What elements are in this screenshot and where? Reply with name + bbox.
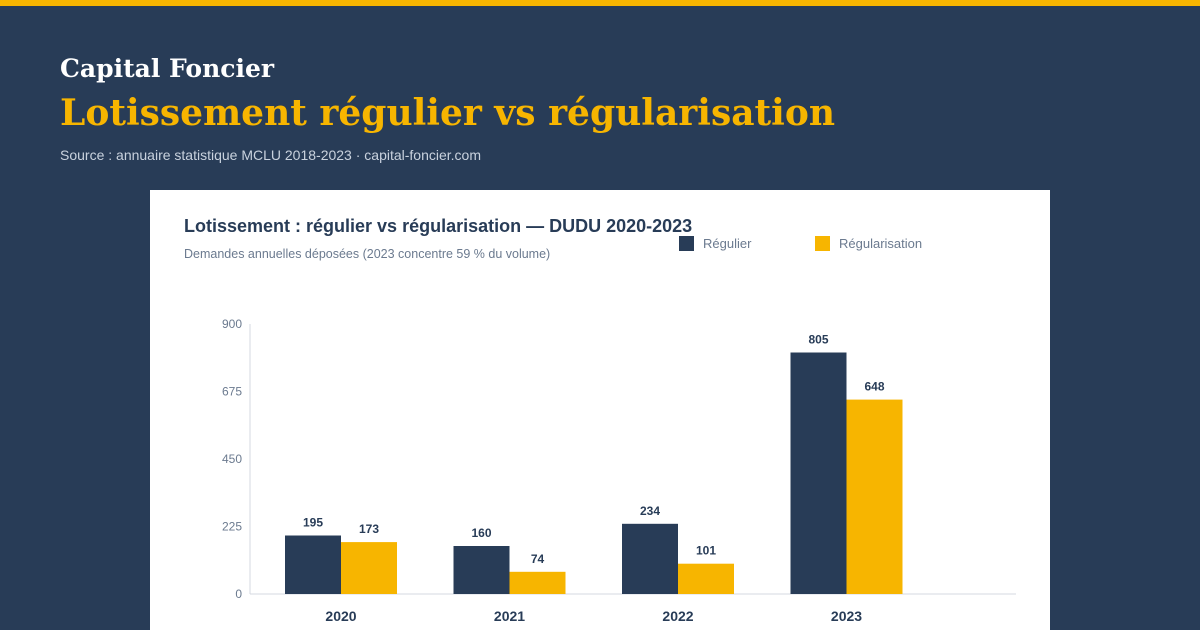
chart-title: Lotissement : régulier vs régularisation…	[184, 216, 692, 236]
source-note: Source : annuaire statistique MCLU 2018-…	[60, 147, 481, 163]
bar-chart: Lotissement : régulier vs régularisation…	[184, 216, 1016, 624]
top-accent-bar	[0, 0, 1200, 6]
bar-2021-regularisation	[509, 571, 566, 594]
bar-2020-regulier	[285, 535, 341, 594]
data-label: 648	[864, 380, 884, 394]
bar-2021-regulier	[453, 546, 510, 594]
y-tick-label: 450	[222, 452, 242, 466]
bar-2020-regularisation	[341, 542, 397, 594]
bar-2022-regularisation	[678, 563, 734, 594]
y-tick-label: 900	[222, 317, 242, 331]
data-label: 101	[696, 544, 716, 558]
data-label: 160	[471, 526, 491, 540]
y-tick-label: 675	[222, 385, 242, 399]
legend-label: Régularisation	[839, 236, 922, 251]
brand-name: Capital Foncier	[60, 54, 275, 83]
legend-swatch	[815, 236, 830, 251]
data-label: 195	[303, 516, 323, 530]
x-tick-label: 2021	[494, 608, 525, 624]
chart-subtitle: Demandes annuelles déposées (2023 concen…	[184, 247, 550, 261]
data-label: 805	[808, 333, 828, 347]
bar-2023-regulier	[790, 352, 847, 594]
bar-2022-regulier	[622, 523, 678, 594]
x-tick-label: 2023	[831, 608, 862, 624]
chart-bars: 195 173 160 74 234 101 805 648	[285, 333, 903, 594]
page-title: Lotissement régulier vs régularisation	[60, 92, 836, 134]
y-tick-label: 0	[235, 587, 242, 601]
x-tick-label: 2020	[325, 608, 356, 624]
bar-2023-regularisation	[846, 399, 903, 594]
chart-legend: Régulier Régularisation	[679, 236, 922, 251]
chart-card: Lotissement : régulier vs régularisation…	[150, 190, 1050, 630]
legend-label: Régulier	[703, 236, 752, 251]
x-tick-label: 2022	[662, 608, 693, 624]
data-label: 173	[359, 522, 379, 536]
legend-swatch	[679, 236, 694, 251]
y-tick-label: 225	[222, 520, 242, 534]
data-label: 234	[640, 504, 660, 518]
data-label: 74	[531, 552, 545, 566]
